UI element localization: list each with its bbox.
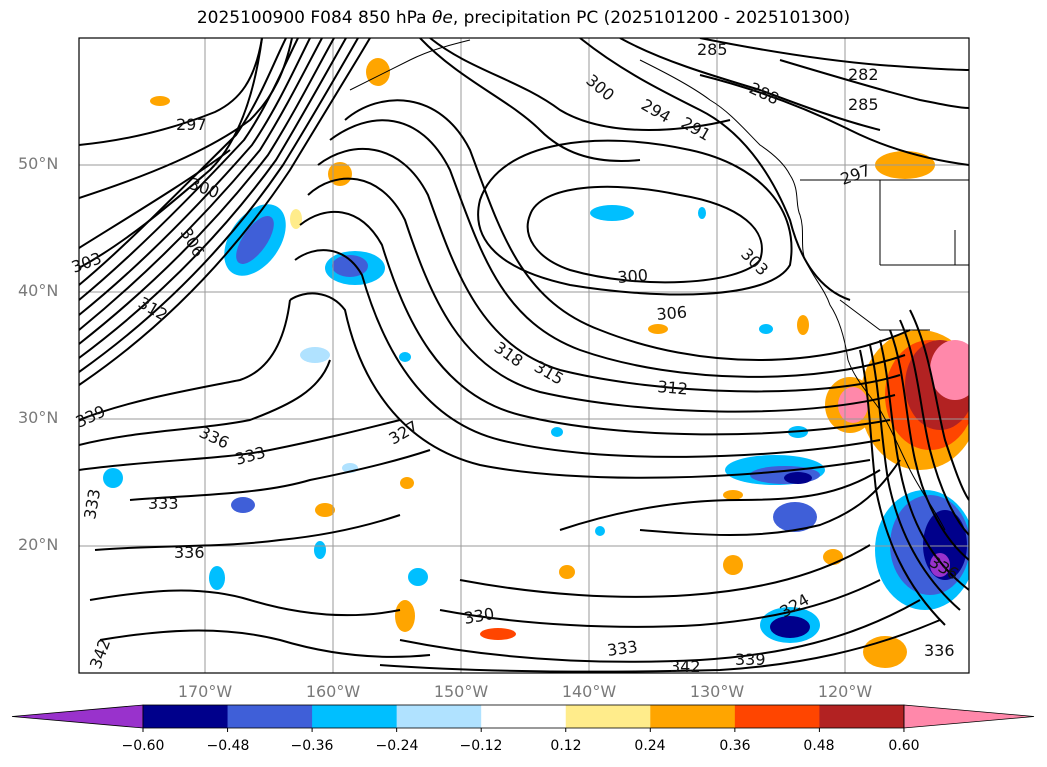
colorbar-segment	[819, 705, 905, 728]
contour-label: 336	[174, 543, 205, 562]
colorbar-tick-label: −0.24	[375, 738, 419, 754]
colorbar-segment	[396, 705, 482, 728]
contour-label: 306	[656, 302, 688, 324]
colorbar-segment	[734, 705, 820, 728]
contour-label: 333	[606, 637, 639, 660]
contour-label: 285	[848, 95, 879, 114]
contour-label: 333	[148, 494, 179, 513]
contour-label: 339	[735, 650, 766, 669]
map-title: 2025100900 F084 850 hPa θe, precipitatio…	[0, 8, 1047, 28]
graticule	[79, 38, 969, 673]
colorbar-segment	[565, 705, 651, 728]
colorbar-tick-label: 0.24	[634, 738, 666, 754]
lon-label: 120°W	[817, 682, 873, 701]
lon-label: 150°W	[433, 682, 489, 701]
plot-frame	[78, 37, 970, 674]
contour-label: 285	[697, 40, 728, 59]
colorbar-tick-label: 0.48	[803, 738, 835, 754]
colorbar-tick-label: −0.36	[290, 738, 334, 754]
colorbar-tick-label: 0.12	[550, 738, 582, 754]
colorbar-extend-max	[903, 704, 1035, 729]
lon-label: 140°W	[561, 682, 617, 701]
contour-label: 300	[617, 265, 649, 287]
title-suffix: , precipitation PC (2025101200 - 2025101…	[452, 8, 851, 28]
lon-label: 130°W	[689, 682, 745, 701]
coastlines	[349, 39, 969, 531]
colorbar-tick-label: 0.60	[888, 738, 920, 754]
title-theta-symbol: θe	[431, 8, 453, 28]
colorbar-tick-label: −0.12	[459, 738, 503, 754]
colorbar-segment	[227, 705, 313, 728]
contour-label: 336	[924, 641, 955, 660]
lat-label: 20°N	[18, 535, 59, 554]
contour-label: 342	[670, 657, 701, 676]
colorbar-tick-label: 0.36	[719, 738, 751, 754]
colorbar-extend-min	[11, 704, 144, 729]
colorbar-segment	[312, 705, 398, 728]
contour-label: 297	[176, 115, 207, 134]
lat-label: 30°N	[18, 408, 59, 427]
lon-label: 170°W	[177, 682, 233, 701]
colorbar-tick-label: −0.60	[121, 738, 165, 754]
lon-label: 160°W	[305, 682, 361, 701]
contour-label: 312	[657, 377, 689, 399]
colorbar	[11, 704, 1035, 732]
lat-label: 40°N	[18, 281, 59, 300]
colorbar-segment	[143, 705, 229, 728]
title-prefix: 2025100900 F084 850 hPa	[196, 8, 427, 28]
colorbar-frame	[142, 704, 905, 729]
colorbar-segment	[481, 705, 567, 728]
lat-label: 50°N	[18, 154, 59, 173]
theta-e-contours	[79, 38, 969, 673]
colorbar-tick-label: −0.48	[206, 738, 250, 754]
colorbar-segment	[650, 705, 736, 728]
contour-label: 282	[848, 65, 879, 84]
